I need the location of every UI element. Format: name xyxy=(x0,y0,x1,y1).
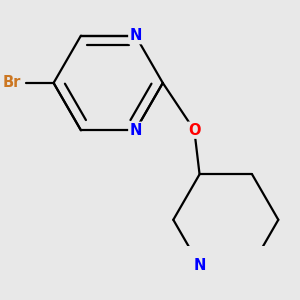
Text: N: N xyxy=(129,28,142,43)
Text: N: N xyxy=(194,258,206,273)
Text: Br: Br xyxy=(2,75,21,90)
Text: O: O xyxy=(188,123,201,138)
Text: N: N xyxy=(129,123,142,138)
